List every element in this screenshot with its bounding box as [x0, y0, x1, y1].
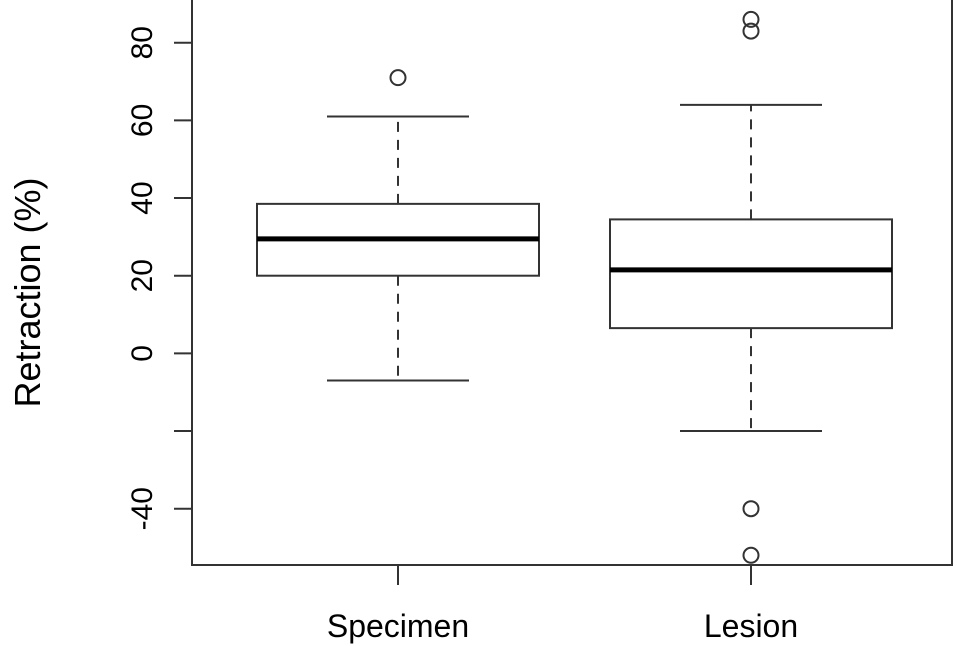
outlier-point [742, 500, 760, 518]
x-axis: Specimen Lesion [327, 565, 798, 644]
y-tick-label: 40 [126, 181, 159, 214]
y-tick-label: -40 [126, 487, 159, 530]
y-axis: 80 60 40 20 0 -40 [126, 26, 192, 530]
y-tick-label: 0 [126, 345, 159, 362]
x-category-label: Lesion [704, 608, 798, 644]
y-tick-label: 80 [126, 26, 159, 59]
x-category-label: Specimen [327, 608, 469, 644]
box-group-specimen [256, 69, 540, 382]
outlier-point [742, 10, 760, 28]
outlier-point [742, 22, 760, 40]
plot-frame [191, 0, 953, 566]
y-axis-title: Retraction (%) [7, 177, 48, 407]
outlier-point [742, 546, 760, 564]
y-tick-label: 60 [126, 104, 159, 137]
y-tick-label: 20 [126, 259, 159, 292]
iqr-box [609, 218, 893, 330]
box-group-lesion [609, 10, 893, 564]
outlier-point [389, 69, 407, 87]
boxes [256, 10, 893, 564]
